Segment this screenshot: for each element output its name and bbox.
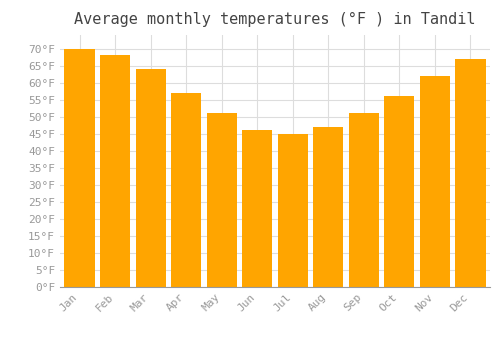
Bar xyxy=(100,55,130,287)
Bar xyxy=(136,69,166,287)
Bar xyxy=(456,59,486,287)
Bar xyxy=(313,127,344,287)
Bar xyxy=(64,49,94,287)
Bar xyxy=(242,130,272,287)
Bar xyxy=(278,134,308,287)
Title: Average monthly temperatures (°F ) in Tandil: Average monthly temperatures (°F ) in Ta… xyxy=(74,12,476,27)
Bar xyxy=(171,93,202,287)
Bar xyxy=(420,76,450,287)
Bar xyxy=(206,113,237,287)
Bar xyxy=(384,96,414,287)
Bar xyxy=(348,113,379,287)
